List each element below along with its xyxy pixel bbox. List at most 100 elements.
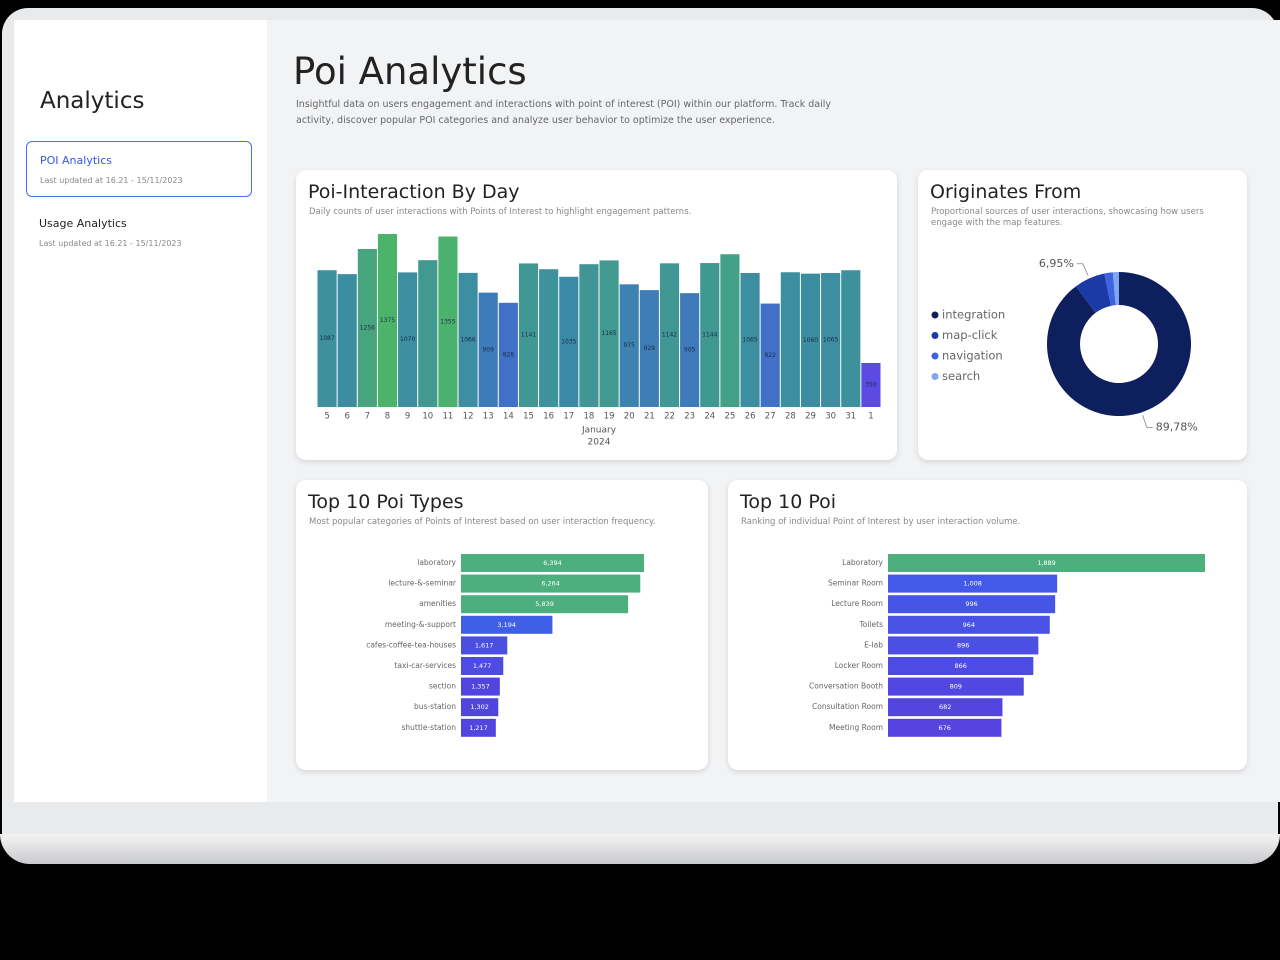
value-label: 1070 <box>400 336 415 343</box>
x-tick-label: 19 <box>604 412 615 422</box>
value-label: 1144 <box>702 332 717 339</box>
nav-label[interactable]: Usage Analytics <box>39 217 127 230</box>
x-tick-label: 27 <box>765 412 776 422</box>
x-axis-label: January <box>581 426 617 436</box>
sidebar-title: Analytics <box>40 88 145 114</box>
leader-line <box>1076 263 1089 276</box>
y-tick-label: Lecture Room <box>831 599 883 608</box>
x-tick-label: 7 <box>365 412 370 422</box>
nav-updated: Last updated at 16.21 - 15/11/2023 <box>40 176 183 185</box>
y-tick-label: Consultation Room <box>812 702 883 711</box>
card-title: Poi-Interaction By Day <box>308 181 520 203</box>
value-label: 6,394 <box>543 559 562 567</box>
bar <box>720 254 740 407</box>
value-label: 682 <box>939 703 951 711</box>
x-tick-label: 30 <box>825 412 836 422</box>
value-label: 996 <box>965 600 977 608</box>
bar <box>461 636 508 655</box>
nav-label[interactable]: POI Analytics <box>40 154 112 167</box>
value-label: 1,008 <box>963 580 982 588</box>
bar <box>740 273 760 407</box>
y-tick-label: Locker Room <box>835 661 883 670</box>
bar <box>478 292 498 407</box>
value-label: 866 <box>954 662 966 670</box>
donut-segment <box>1047 272 1191 416</box>
card: Poi-Interaction By Day Daily counts of u… <box>296 170 897 460</box>
bar <box>317 270 337 407</box>
y-tick-label: bus-station <box>414 702 456 711</box>
donut-segment <box>1104 272 1116 306</box>
card: Originates From Proportional sources of … <box>918 170 1247 460</box>
value-label: 1065 <box>823 337 838 344</box>
y-tick-label: Seminar Room <box>828 579 883 588</box>
bar <box>461 595 629 614</box>
bar <box>680 293 700 407</box>
x-tick-label: 5 <box>324 412 329 422</box>
card: Top 10 Poi Types Most popular categories… <box>296 480 708 770</box>
bar <box>498 302 518 407</box>
value-label: 676 <box>939 724 951 732</box>
bar <box>458 272 478 407</box>
value-label: 1141 <box>521 332 536 339</box>
legend-marker <box>931 373 939 380</box>
value-label: 822 <box>764 352 776 359</box>
bar <box>700 263 720 407</box>
x-tick-label: 15 <box>523 412 534 422</box>
y-tick-label: cafes-coffee-tea-houses <box>366 640 456 649</box>
value-label: 809 <box>950 683 962 691</box>
bar <box>841 270 861 407</box>
x-tick-label: 14 <box>503 412 514 422</box>
x-tick-label: 20 <box>624 412 635 422</box>
laptop-base <box>0 834 1280 864</box>
bar <box>438 236 458 407</box>
card-title: Top 10 Poi Types <box>308 491 464 513</box>
value-label: 964 <box>963 621 975 629</box>
nav-item[interactable]: Usage Analytics Last updated at 16.21 - … <box>26 205 252 261</box>
x-tick-label: 29 <box>805 412 816 422</box>
value-label: 929 <box>644 345 656 352</box>
card-title: Top 10 Poi <box>740 491 837 513</box>
bar <box>337 274 357 407</box>
nav-updated: Last updated at 16.21 - 15/11/2023 <box>39 239 182 248</box>
bar <box>888 595 1056 614</box>
x-tick-label: 9 <box>405 412 410 422</box>
card-subtitle: Daily counts of user interactions with P… <box>309 207 692 217</box>
value-label: 975 <box>623 342 635 349</box>
bar <box>888 657 1034 675</box>
bar <box>888 636 1039 655</box>
y-tick-label: amenities <box>419 599 456 608</box>
card-subtitle: Most popular categories of Points of Int… <box>309 517 656 527</box>
x-tick-label: 17 <box>563 412 574 422</box>
bar <box>888 718 1002 737</box>
bar <box>461 574 641 593</box>
legend-label: map-click <box>942 328 998 342</box>
y-tick-label: taxi-car-services <box>394 661 456 670</box>
x-tick-label: 1 <box>868 412 873 422</box>
x-tick-label: 28 <box>785 412 796 422</box>
value-label: 350 <box>865 381 877 388</box>
bar <box>888 615 1050 634</box>
page-title: Poi Analytics <box>293 50 527 93</box>
value-label: 6,264 <box>541 580 560 588</box>
card-subtitle: Ranking of individual Point of Interest … <box>741 517 1021 527</box>
card-subtitle: Proportional sources of user interaction… <box>931 207 1204 228</box>
value-label: 1142 <box>662 332 677 339</box>
x-tick-label: 26 <box>745 412 756 422</box>
value-label: 1065 <box>742 337 757 344</box>
bar <box>357 248 377 407</box>
x-tick-label: 11 <box>443 412 454 422</box>
x-tick-label: 8 <box>385 412 390 422</box>
x-tick-label: 21 <box>644 412 655 422</box>
y-tick-label: E-lab <box>864 640 883 649</box>
value-label: 1087 <box>319 335 334 342</box>
x-tick-label: 23 <box>684 412 695 422</box>
nav-item[interactable]: POI Analytics Last updated at 16.21 - 15… <box>26 141 252 197</box>
bar <box>888 677 1024 696</box>
sidebar <box>14 20 267 802</box>
chart: Laboratory 1,889 Seminar Room 1,008 Lecture … <box>809 554 1205 737</box>
y-tick-label: Toilets <box>858 620 883 629</box>
value-label: 909 <box>482 346 494 353</box>
bar <box>518 263 539 407</box>
